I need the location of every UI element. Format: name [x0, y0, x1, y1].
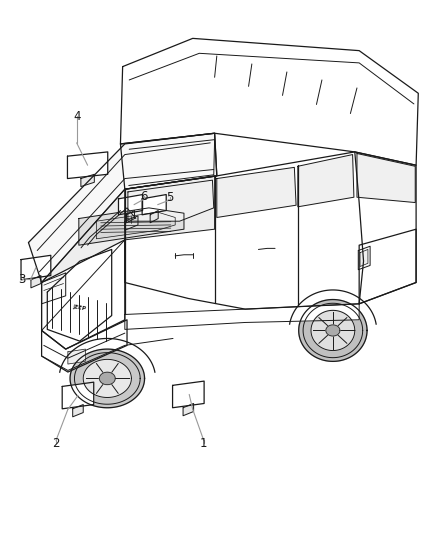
Polygon shape	[70, 349, 145, 408]
Polygon shape	[42, 320, 127, 372]
Polygon shape	[42, 176, 215, 330]
Polygon shape	[67, 152, 108, 179]
Polygon shape	[150, 211, 158, 223]
Polygon shape	[83, 359, 131, 398]
Text: JEEP: JEEP	[73, 304, 87, 312]
Polygon shape	[68, 349, 85, 364]
Polygon shape	[183, 403, 194, 416]
Polygon shape	[299, 300, 367, 361]
Polygon shape	[73, 405, 83, 417]
Polygon shape	[125, 152, 416, 309]
Polygon shape	[127, 211, 134, 223]
Polygon shape	[99, 372, 115, 385]
Polygon shape	[173, 381, 204, 408]
Text: 1: 1	[200, 437, 208, 450]
Polygon shape	[81, 174, 94, 187]
Polygon shape	[128, 180, 214, 221]
Text: 2: 2	[52, 437, 60, 450]
Polygon shape	[311, 310, 355, 351]
Polygon shape	[42, 273, 66, 304]
Polygon shape	[125, 216, 138, 230]
Polygon shape	[96, 212, 175, 239]
Polygon shape	[360, 249, 368, 266]
Polygon shape	[358, 246, 370, 270]
Polygon shape	[21, 255, 51, 280]
Polygon shape	[31, 276, 41, 288]
Polygon shape	[298, 155, 354, 207]
Polygon shape	[120, 38, 418, 165]
Polygon shape	[125, 304, 359, 329]
Polygon shape	[47, 249, 112, 341]
Text: 5: 5	[166, 191, 173, 204]
Text: 4: 4	[73, 110, 81, 123]
Polygon shape	[359, 229, 416, 304]
Text: 6: 6	[140, 190, 148, 203]
Polygon shape	[326, 325, 340, 336]
Polygon shape	[118, 195, 143, 215]
Polygon shape	[357, 154, 415, 203]
Polygon shape	[120, 133, 217, 189]
Polygon shape	[62, 382, 94, 409]
Polygon shape	[217, 167, 296, 217]
Polygon shape	[42, 240, 125, 349]
Polygon shape	[142, 195, 166, 215]
Polygon shape	[28, 133, 217, 282]
Polygon shape	[79, 208, 184, 245]
Text: 3: 3	[18, 273, 25, 286]
